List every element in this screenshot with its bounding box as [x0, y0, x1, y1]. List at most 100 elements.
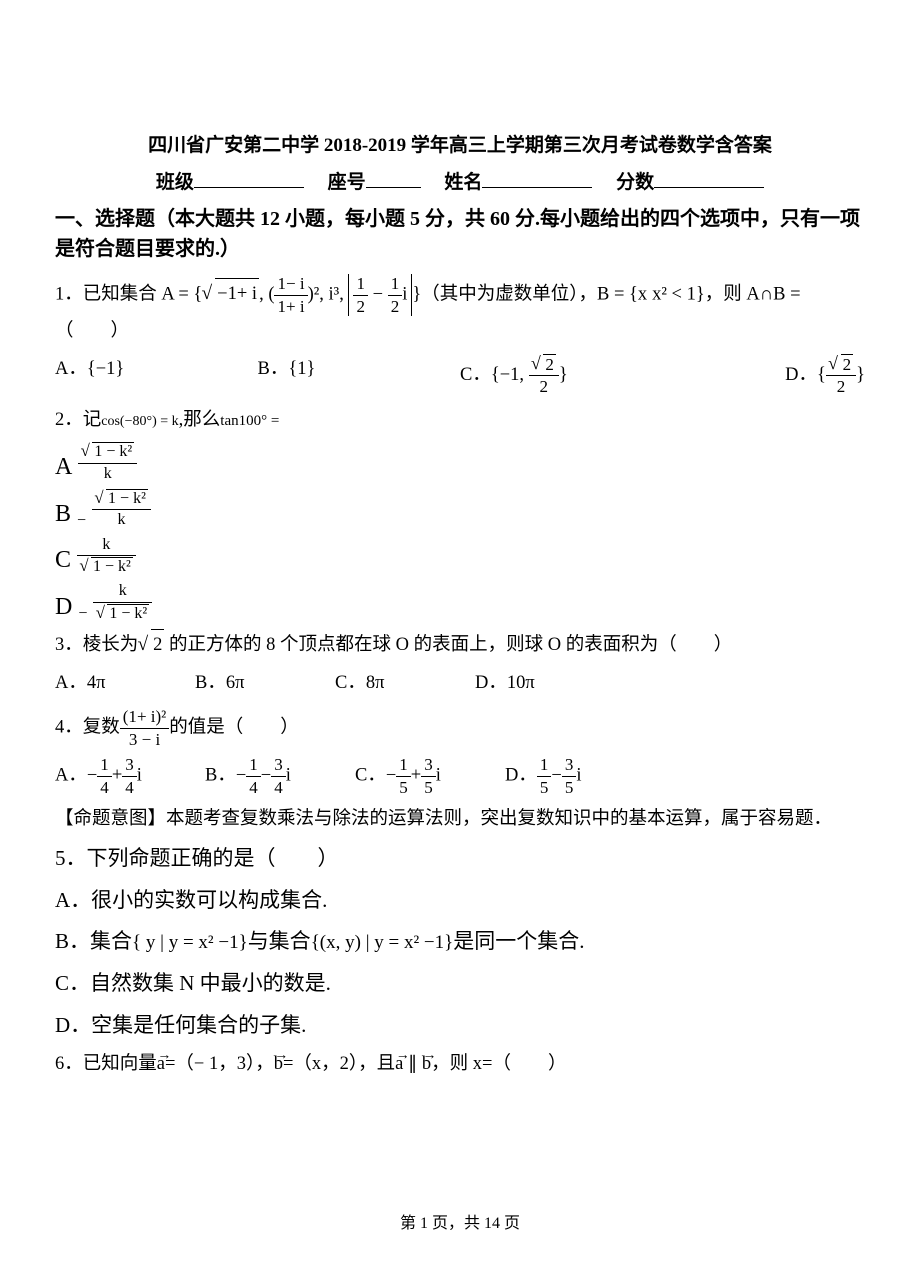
- fraction: 15: [396, 755, 411, 797]
- section-1-heading-text: 一、选择题（本大题共 12 小题，每小题 5 分，共 60 分.每小题给出的四个…: [55, 208, 860, 260]
- q5-optD: D．空集是任何集合的子集.: [55, 1008, 865, 1044]
- q1-optD-pre: D．{: [785, 364, 826, 384]
- fraction: 12: [388, 274, 403, 316]
- q4c-p: +: [411, 766, 421, 786]
- q1-optD-num: 2: [826, 354, 856, 377]
- q5-optB-end: 是同一个集合.: [453, 929, 584, 953]
- q1-e4a-n: 1: [353, 274, 368, 296]
- q6-end: ，则 x=（ ）: [431, 1054, 566, 1074]
- q4a-i: i: [137, 766, 142, 786]
- q4c-i: i: [436, 766, 441, 786]
- q2-tan: tan100° =: [220, 413, 279, 429]
- q6-parallel: ∥: [408, 1054, 417, 1074]
- q3-options: A．4π B．6π C．8π D．10π: [55, 668, 865, 699]
- q5-optB: B．集合{ y | y = x² −1}与集合{(x, y) | y = x² …: [55, 924, 865, 960]
- question-3: 3．棱长为 2 的正方体的 8 个顶点都在球 O 的表面上，则球 O 的表面积为（…: [55, 629, 865, 661]
- vector-icon: a: [395, 1054, 403, 1074]
- q3-optC: C．8π: [335, 668, 445, 699]
- seat-label: 座号: [328, 172, 366, 193]
- header-fields: 班级 座号 姓名 分数: [55, 167, 865, 194]
- q1-elem1: −1+ i: [215, 278, 259, 310]
- q4c-an: 1: [396, 755, 411, 777]
- q1-optC-pre: C．{−1,: [460, 364, 529, 384]
- q1-optB: B．{1}: [258, 354, 461, 397]
- q2-optB-sign: −: [77, 512, 86, 530]
- question-6: 6．已知向量a=（− 1，3），b=（x，2），且a ∥ b，则 x=（ ）: [55, 1049, 865, 1080]
- q1-B-cond: x² < 1: [652, 284, 696, 304]
- q5-optD-text: D．空集是任何集合的子集.: [55, 1013, 306, 1037]
- q3-mid: 的正方体的 8 个顶点都在球 O 的表面上，则球 O 的表面积为（ ）: [164, 635, 732, 655]
- q5-optB-set1: { y | y = x² −1}: [132, 932, 248, 953]
- q4d-ad: 5: [537, 777, 552, 798]
- score-blank: [654, 169, 764, 188]
- q4-optD: D．15−35i: [505, 755, 615, 797]
- q2-optA-num-v: 1 − k²: [92, 442, 134, 461]
- q1-e4b-n: 1: [388, 274, 403, 296]
- q4-optC-pre: C．−: [355, 766, 396, 786]
- q1-A-eq: A = {: [161, 284, 202, 304]
- q2-optC-den-v: 1 − k²: [91, 557, 133, 576]
- q6-a-val: =（− 1，3），: [165, 1054, 274, 1074]
- q1-e2-den: 1+ i: [274, 296, 307, 317]
- fraction: k 1 − k²: [93, 582, 152, 623]
- q4-optB-pre: B．−: [205, 766, 246, 786]
- q1-e3: i³: [329, 284, 340, 304]
- q4d-bn: 3: [562, 755, 577, 777]
- q4-num: (1+ i)²: [120, 707, 170, 729]
- name-label: 姓名: [444, 172, 482, 193]
- q2-optA-letter: A: [55, 454, 72, 481]
- fraction: k1 − k²: [77, 536, 136, 577]
- q1-mid: }（其中为虚数单位），: [412, 284, 597, 304]
- q5-optA: A．很小的实数可以构成集合.: [55, 883, 865, 919]
- q4-optA-pre: A．−: [55, 766, 97, 786]
- q1-optB-text: B．{1}: [258, 359, 316, 379]
- abs-icon: 12 − 12i: [348, 274, 412, 316]
- q2-optD: D −k1 − k²: [55, 582, 865, 623]
- q2-cos: cos(−80°) = k: [101, 414, 178, 429]
- q1-e4-suf: i: [402, 284, 407, 304]
- fraction: 34: [122, 755, 137, 797]
- vector-icon: b: [274, 1054, 283, 1074]
- q3-prefix: 3．棱长为: [55, 635, 138, 655]
- q3-optD-text: D．10π: [475, 673, 535, 693]
- section-1-heading: 一、选择题（本大题共 12 小题，每小题 5 分，共 60 分.每小题给出的四个…: [55, 204, 865, 264]
- sqrt-icon: 2: [829, 354, 853, 375]
- q3-optB: B．6π: [195, 668, 305, 699]
- fraction: 15: [537, 755, 552, 797]
- q1-e2-num: 1− i: [274, 274, 307, 296]
- seat-blank: [366, 169, 421, 188]
- q2-optA-num: 1 − k²: [78, 442, 137, 463]
- q2-options: A 1 − k²k B −1 − k²k C k1 − k² D −k1 − k…: [55, 442, 865, 623]
- q1-optC-suf: }: [559, 364, 568, 384]
- q2-optB-num-v: 1 − k²: [106, 489, 148, 508]
- q2-optB-den: k: [92, 510, 151, 529]
- page-footer: 第 1 页，共 14 页: [0, 1209, 920, 1233]
- sqrt-icon: 2: [138, 629, 164, 661]
- q2-optB-letter: B: [55, 501, 71, 528]
- q4-optB: B．−14−34i: [205, 755, 315, 797]
- q1-optC-den: 2: [529, 376, 559, 397]
- sqrt-icon: 1 − k²: [96, 604, 149, 623]
- q1-e4b-d: 2: [388, 296, 403, 317]
- q4a-ad: 4: [97, 777, 112, 798]
- q2-prefix: 2．记: [55, 410, 101, 430]
- q5-optC: C．自然数集 N 中最小的数是.: [55, 966, 865, 1002]
- fraction: 1 − k² k: [92, 489, 151, 530]
- question-1: 1．已知集合 A = {−1+ i, (1− i1+ i)², i³, 12 −…: [55, 274, 865, 348]
- q2-optC: C k1 − k²: [55, 536, 865, 577]
- question-4: 4．复数(1+ i)²3 − i的值是（ ）: [55, 707, 865, 749]
- q4c-bn: 3: [421, 755, 436, 777]
- q2-optD-num: k: [93, 582, 152, 602]
- q3-optB-text: B．6π: [195, 673, 244, 693]
- q4-den: 3 − i: [120, 729, 170, 750]
- q1-optC-num-v: 2: [543, 354, 556, 375]
- fraction: 1 − k²k: [78, 442, 137, 483]
- q1-optC-num: 2: [529, 354, 559, 377]
- q3-sqrt: 2: [151, 629, 164, 661]
- fraction: (1+ i)²3 − i: [120, 707, 170, 749]
- sqrt-icon: 1 − k²: [81, 442, 134, 461]
- fraction: 22: [529, 354, 559, 397]
- class-label: 班级: [156, 172, 194, 193]
- q4c-bd: 5: [421, 777, 436, 798]
- q4-note: 【命题意图】本题考查复数乘法与除法的运算法则，突出复数知识中的基本运算，属于容易…: [55, 805, 865, 835]
